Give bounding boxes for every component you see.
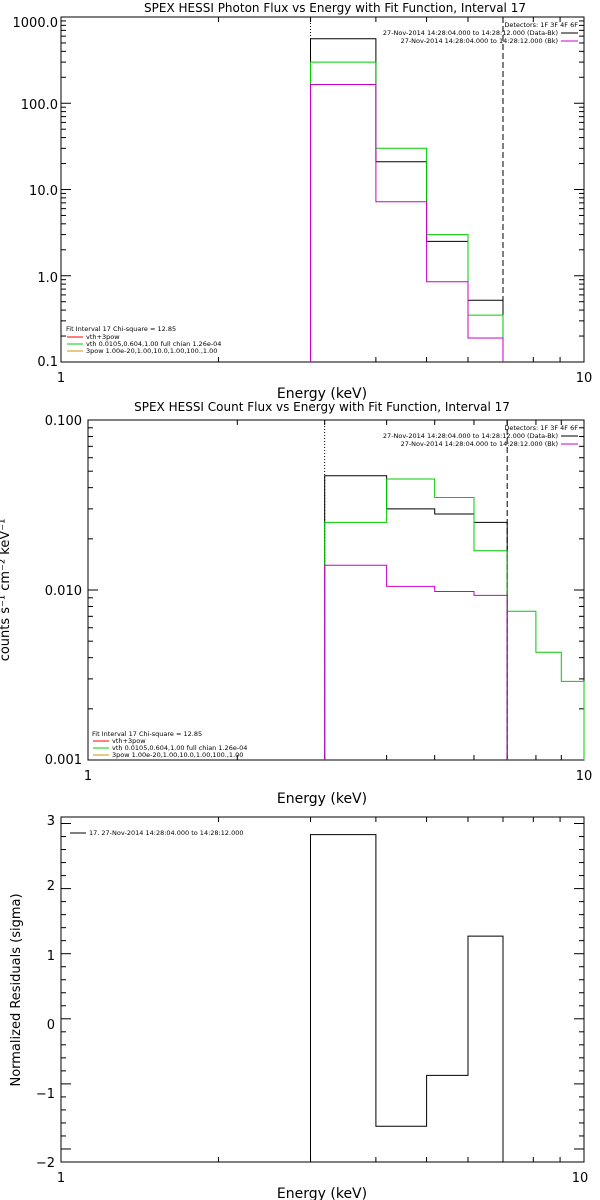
count-plot-frame [87, 419, 585, 761]
residuals-series [310, 834, 504, 1162]
count-flux-panel: SPEX HESSI Count Flux vs Energy with Fit… [0, 400, 592, 807]
count-ytick-label: 0.100 [45, 414, 82, 429]
photon-legend-detectors: Detectors: 1F 3F 4F 6F [504, 21, 578, 29]
residuals-legend-interval: 17. 27-Nov-2014 14:28:04.000 to 14:28:12… [89, 829, 243, 837]
count-legend-detectors: Detectors: 1F 3F 4F 6F [504, 424, 578, 432]
photon-legend-bk: 27-Nov-2014 14:28:04.000 to 14:28:12.000… [401, 37, 558, 45]
photon-legend-3pow: 3pow 1.00e-20,1.00,10.0,1.00,100.,1.00 [86, 347, 217, 355]
residuals-yaxis-label: Normalized Residuals (sigma) [9, 893, 24, 1086]
count-series-0-line [324, 475, 508, 760]
count-series-1-line [324, 478, 585, 760]
count-series [324, 420, 585, 760]
photon-legend-model: vth+3pow [86, 333, 120, 341]
residuals-xtick-label: 10 [572, 1171, 589, 1186]
count-series-2-line [324, 564, 508, 760]
residuals-ytick-label: 3 [47, 814, 55, 829]
count-xaxis-label: Energy (keV) [277, 791, 367, 807]
photon-panel-title: SPEX HESSI Photon Flux vs Energy with Fi… [144, 1, 526, 15]
count-legend-fit-interval: Fit Interval 17 Chi-square = 12.85 [92, 730, 202, 738]
residuals-xaxis-label: Energy (keV) [277, 1186, 367, 1200]
count-xtick-label: 1 [84, 769, 92, 784]
photon-xaxis-label: Energy (keV) [277, 386, 367, 402]
residuals-axis-ticks [60, 817, 585, 1162]
residuals-series-0-line [310, 834, 504, 1162]
count-ytick-label: 0.001 [45, 753, 82, 768]
photon-ytick-label: 10.0 [29, 184, 58, 199]
residuals-ytick-label: −1 [36, 1087, 55, 1102]
photon-ytick-label: 1.0 [37, 271, 58, 286]
residuals-ytick-label: −2 [36, 1156, 55, 1171]
photon-series-2-line [310, 84, 504, 362]
photon-series [310, 17, 504, 362]
photon-legend-fit-interval: Fit Interval 17 Chi-square = 12.85 [66, 325, 176, 333]
photon-axis-ticks [60, 16, 585, 363]
residuals-ytick-label: 1 [47, 949, 55, 964]
photon-ytick-label: 1000.0 [13, 16, 59, 31]
photon-plot-frame [60, 16, 585, 363]
count-xtick-label: 10 [576, 769, 593, 784]
photon-series-0-line [310, 38, 504, 362]
residuals-plot-frame [60, 816, 585, 1163]
count-axis-ticks [87, 419, 585, 761]
photon-xtick-label: 1 [57, 371, 65, 386]
residuals-ytick-label: 0 [47, 1018, 55, 1033]
count-ytick-label: 0.010 [45, 584, 82, 599]
photon-legend-data-bk: 27-Nov-2014 14:28:04.000 to 14:28:12.000… [383, 29, 558, 37]
photon-series-1-line [310, 61, 504, 362]
photon-flux-panel: SPEX HESSI Photon Flux vs Energy with Fi… [13, 1, 593, 402]
photon-ytick-label: 0.1 [37, 355, 58, 370]
count-legend-model: vth+3pow [112, 737, 146, 745]
count-panel-title: SPEX HESSI Count Flux vs Energy with Fit… [134, 400, 510, 414]
residuals-ytick-label: 2 [47, 879, 55, 894]
count-yaxis-label: counts s⁻¹ cm⁻² keV⁻¹ [0, 519, 13, 662]
count-legend-data-bk: 27-Nov-2014 14:28:04.000 to 14:28:12.000… [383, 432, 558, 440]
count-legend-vth: vth 0.0105,0.604,1.00 full chian 1.26e-0… [112, 744, 247, 752]
residuals-xtick-label: 1 [57, 1171, 65, 1186]
photon-ytick-label: 100.0 [21, 98, 58, 113]
residuals-panel: 3 2 1 0 −1 −2 1 10 Energy (keV) Normaliz… [9, 814, 588, 1200]
count-legend-bk: 27-Nov-2014 14:28:04.000 to 14:28:12.000… [401, 440, 558, 448]
photon-legend-vth: vth 0.0105,0.604,1.00 full chian 1.26e-0… [86, 340, 221, 348]
photon-xtick-label: 10 [576, 371, 593, 386]
count-legend-3pow: 3pow 1.00e-20,1.00,10.0,1.00,100.,1.00 [112, 751, 243, 759]
